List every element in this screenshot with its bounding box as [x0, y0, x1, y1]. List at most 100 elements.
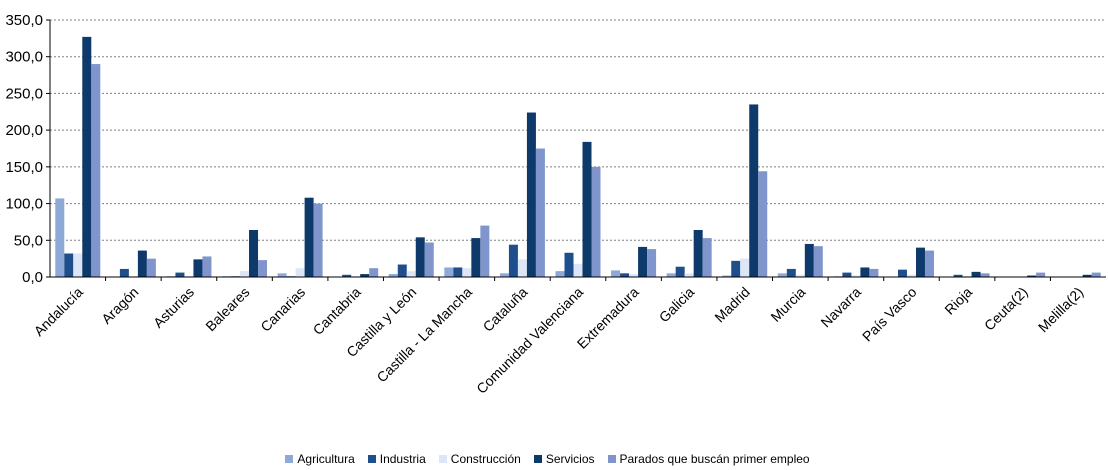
x-category-label: Asturias	[150, 284, 197, 331]
bar	[693, 230, 703, 277]
bar	[758, 171, 768, 277]
legend-swatch	[285, 455, 294, 463]
bar	[388, 274, 398, 277]
x-category-label: Murcia	[767, 284, 808, 325]
bar	[73, 253, 83, 277]
x-category-label: País Vasco	[859, 284, 920, 345]
bar	[647, 249, 657, 277]
legend-item: Parados que buscán primer empleo	[607, 452, 810, 466]
bar	[582, 141, 592, 277]
bar	[555, 271, 565, 277]
bar	[777, 273, 787, 277]
x-category-label: Galicia	[656, 284, 698, 326]
bar	[629, 274, 639, 277]
legend-swatch	[533, 455, 542, 463]
bar	[953, 274, 963, 277]
bar	[535, 148, 545, 277]
bar	[406, 271, 416, 277]
bar	[740, 258, 750, 277]
bar	[249, 230, 259, 277]
x-category-label: Madrid	[711, 284, 753, 326]
legend-swatch	[607, 455, 616, 463]
y-tick-label: 200,0	[5, 122, 43, 139]
bar	[119, 268, 129, 277]
x-category-label: Cataluña	[480, 284, 531, 335]
bars	[55, 36, 1101, 281]
bar	[397, 264, 407, 277]
bar	[591, 166, 601, 277]
x-category-label: Rioja	[941, 284, 975, 318]
x-category-label: Ceuta(2)	[981, 284, 1031, 334]
bar	[526, 112, 536, 278]
bar	[369, 268, 379, 277]
y-tick-label: 300,0	[5, 49, 43, 66]
bar	[851, 275, 861, 277]
bar	[702, 238, 712, 277]
y-tick-label: 350,0	[5, 12, 43, 29]
bar	[517, 259, 527, 277]
bar	[508, 244, 518, 277]
bar	[453, 267, 463, 277]
x-category-label: Baleares	[202, 284, 252, 334]
bar	[980, 273, 990, 277]
bar	[295, 268, 305, 277]
bar	[842, 272, 852, 277]
y-tick-label: 50,0	[14, 232, 43, 249]
x-category-label: Canarias	[257, 284, 308, 335]
x-category-label: Comunidad Valenciana	[473, 284, 586, 397]
bar	[1082, 274, 1092, 277]
legend-label: Industria	[379, 452, 426, 466]
y-axis-ticks: 0,0 50,0 100,0 150,0 200,0 250,0 300,0 350,0	[5, 12, 50, 286]
x-category-label: Cantabria	[310, 284, 364, 338]
bar	[82, 36, 92, 277]
bar	[499, 273, 509, 277]
x-category-label: Navarra	[817, 284, 864, 331]
legend-item: Industria	[367, 452, 426, 466]
bar	[564, 252, 574, 277]
bar	[971, 271, 981, 277]
bar	[202, 256, 212, 277]
bar	[804, 243, 814, 277]
y-tick-label: 250,0	[5, 85, 43, 102]
bar	[722, 275, 732, 277]
bar	[277, 273, 287, 277]
bar	[55, 198, 65, 277]
x-category-label: Castilla - La Mancha	[373, 284, 475, 386]
bar	[240, 271, 250, 277]
bar	[304, 197, 314, 277]
bar	[313, 203, 323, 277]
legend-swatch	[367, 455, 376, 463]
bar	[860, 267, 870, 277]
bar	[638, 246, 648, 277]
bar	[731, 260, 741, 277]
bar	[869, 268, 879, 277]
bar	[573, 263, 583, 277]
y-tick-label: 0,0	[22, 269, 43, 286]
bar	[64, 253, 74, 277]
gridlines	[50, 19, 1106, 241]
bar	[675, 266, 685, 277]
legend-item: Agricultura	[285, 452, 355, 466]
bar	[906, 274, 916, 277]
bar	[137, 250, 147, 277]
legend-label: Agricultura	[297, 452, 355, 466]
bar	[666, 273, 676, 277]
bar	[1091, 272, 1101, 277]
bar	[342, 274, 352, 277]
bar	[620, 273, 630, 277]
legend-label: Construcción	[450, 452, 521, 466]
x-category-label: Melilla(2)	[1035, 284, 1086, 335]
bar	[749, 104, 759, 277]
bar	[611, 270, 621, 277]
bar	[146, 258, 156, 277]
legend-item: Construcción	[438, 452, 521, 466]
bar	[897, 269, 907, 277]
y-tick-label: 150,0	[5, 159, 43, 176]
bar	[258, 260, 268, 277]
legend-label: Parados que buscán primer empleo	[619, 452, 810, 466]
x-axis-categories: Andalucía Aragón Asturias Baleares Canarias C…	[31, 284, 1087, 397]
bar	[415, 237, 425, 277]
bar	[360, 274, 370, 277]
bar	[924, 250, 934, 277]
